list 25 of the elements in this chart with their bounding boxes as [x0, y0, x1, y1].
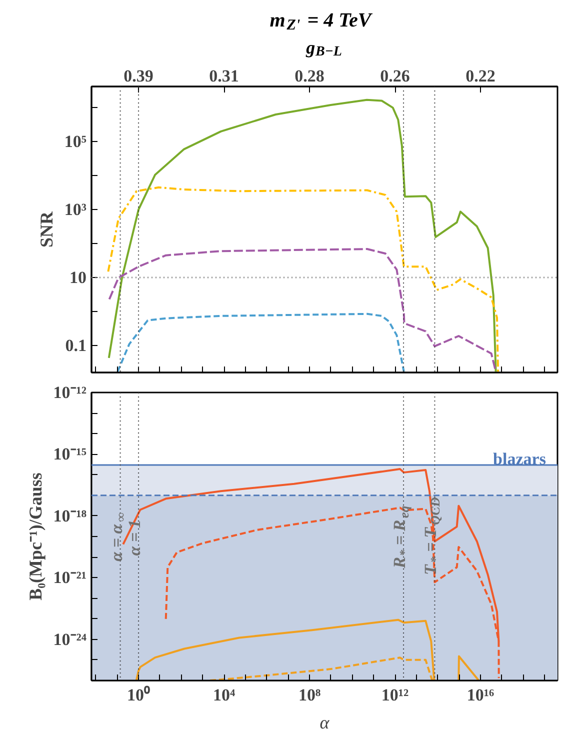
y-tick-label: 10³ [64, 200, 87, 220]
y-tick-label: 10⁻¹⁵ [53, 444, 87, 464]
y-tick-label: 10 [70, 268, 86, 288]
text: 0.39 [124, 66, 154, 86]
x-tick-label: 10⁴ [212, 686, 236, 704]
x-tick-label: 10⁸ [298, 686, 321, 704]
y-tick-label: 10⁵ [64, 132, 87, 152]
ref-line-label: R* = Req [390, 505, 412, 570]
x-tick-label: 10¹⁶ [466, 686, 494, 704]
y-axis-title: B₀(Mpc⁻¹)/Gauss [25, 472, 46, 600]
y-tick-label: 10⁻¹² [53, 383, 87, 402]
y-tick-label: 0.1 [65, 336, 86, 355]
y-axis-title: SNR [36, 210, 56, 248]
ref-line-label: T* = TQCD [421, 496, 442, 575]
ref-line-label: blazars [493, 449, 546, 468]
x-axis-title: α [320, 712, 330, 732]
text: 0.26 [380, 66, 410, 86]
x-tick-label: 10¹² [381, 686, 409, 704]
y-tick-label: 10⁻²⁴ [53, 630, 87, 649]
text: 0.22 [466, 66, 496, 86]
text: 0.28 [294, 66, 324, 86]
y-tick-label: 10⁻¹⁸ [53, 506, 87, 526]
text: 0.31 [209, 66, 239, 86]
x-tick-label: 10⁰ [127, 686, 150, 704]
y-tick-label: 10⁻²¹ [53, 568, 87, 588]
